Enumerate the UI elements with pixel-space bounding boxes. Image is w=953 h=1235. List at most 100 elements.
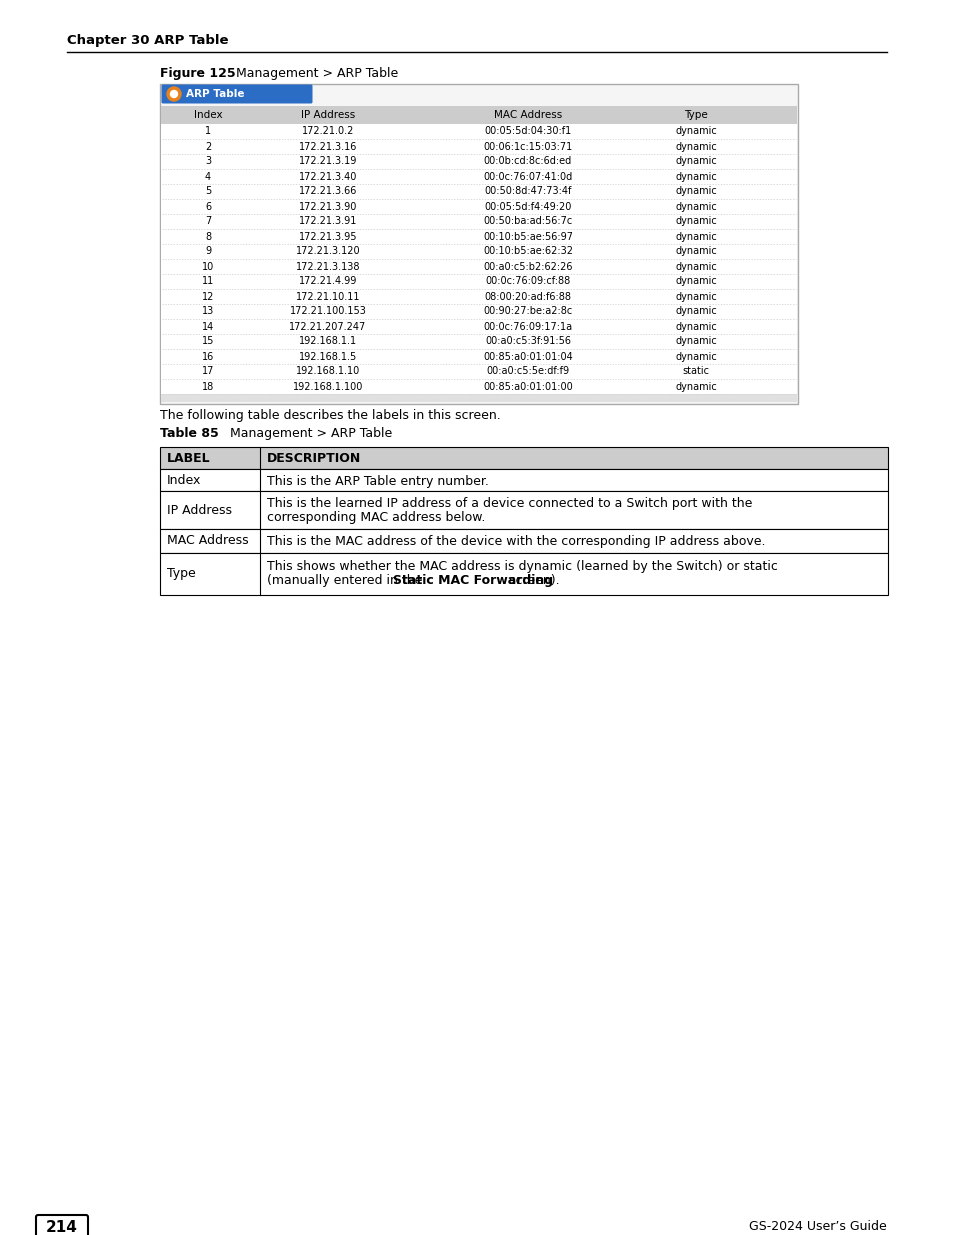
Text: Table 85: Table 85 [160, 427, 218, 440]
Text: 00:05:5d:f4:49:20: 00:05:5d:f4:49:20 [484, 201, 571, 211]
Bar [161, 274, 796, 289]
Text: 14: 14 [202, 321, 213, 331]
Bar [161, 106, 796, 124]
Text: 10: 10 [202, 262, 213, 272]
Text: MAC Address: MAC Address [167, 535, 249, 547]
Text: This shows whether the MAC address is dynamic (learned by the Switch) or static: This shows whether the MAC address is dy… [267, 559, 777, 573]
Text: This is the MAC address of the device with the corresponding IP address above.: This is the MAC address of the device wi… [267, 535, 764, 548]
Bar [161, 364, 796, 379]
Text: 172.21.3.91: 172.21.3.91 [298, 216, 356, 226]
Text: 172.21.207.247: 172.21.207.247 [289, 321, 366, 331]
Bar [161, 289, 796, 304]
Text: Management > ARP Table: Management > ARP Table [224, 67, 397, 80]
Text: 7: 7 [205, 216, 211, 226]
Text: 00:05:5d:04:30:f1: 00:05:5d:04:30:f1 [484, 126, 571, 137]
Bar [161, 184, 796, 199]
Text: 00:a0:c5:5e:df:f9: 00:a0:c5:5e:df:f9 [486, 367, 569, 377]
Text: 1: 1 [205, 126, 211, 137]
Text: 6: 6 [205, 201, 211, 211]
Text: static: static [681, 367, 709, 377]
Text: 08:00:20:ad:f6:88: 08:00:20:ad:f6:88 [484, 291, 571, 301]
Text: 00:10:b5:ae:62:32: 00:10:b5:ae:62:32 [482, 247, 573, 257]
Bar [161, 394, 796, 403]
Bar [161, 379, 796, 394]
Bar [161, 154, 796, 169]
Text: IP Address: IP Address [300, 110, 355, 120]
Text: 172.21.0.2: 172.21.0.2 [301, 126, 354, 137]
Text: 192.168.1.10: 192.168.1.10 [295, 367, 359, 377]
Text: 18: 18 [202, 382, 213, 391]
Text: 172.21.3.40: 172.21.3.40 [298, 172, 356, 182]
Text: Index: Index [193, 110, 222, 120]
Text: 172.21.3.120: 172.21.3.120 [295, 247, 360, 257]
Text: 00:50:ba:ad:56:7c: 00:50:ba:ad:56:7c [483, 216, 572, 226]
Text: dynamic: dynamic [675, 336, 716, 347]
Bar [161, 350, 796, 364]
Text: dynamic: dynamic [675, 142, 716, 152]
Text: 172.21.10.11: 172.21.10.11 [295, 291, 360, 301]
Bar [161, 245, 796, 259]
Bar [160, 529, 887, 553]
Text: This is the ARP Table entry number.: This is the ARP Table entry number. [267, 475, 488, 488]
Text: dynamic: dynamic [675, 382, 716, 391]
Bar [160, 469, 887, 492]
Text: 00:06:1c:15:03:71: 00:06:1c:15:03:71 [483, 142, 572, 152]
Text: dynamic: dynamic [675, 157, 716, 167]
Text: 17: 17 [202, 367, 214, 377]
Text: ARP Table: ARP Table [186, 89, 244, 99]
Text: 00:0c:76:07:41:0d: 00:0c:76:07:41:0d [483, 172, 572, 182]
Text: 00:90:27:be:a2:8c: 00:90:27:be:a2:8c [483, 306, 572, 316]
Text: 172.21.3.138: 172.21.3.138 [295, 262, 360, 272]
Text: This is the learned IP address of a device connected to a Switch port with the: This is the learned IP address of a devi… [267, 496, 752, 510]
Text: Figure 125: Figure 125 [160, 67, 235, 80]
Text: dynamic: dynamic [675, 216, 716, 226]
Text: 00:10:b5:ae:56:97: 00:10:b5:ae:56:97 [482, 231, 573, 242]
Text: 00:85:a0:01:01:00: 00:85:a0:01:01:00 [482, 382, 572, 391]
Text: 172.21.3.95: 172.21.3.95 [298, 231, 356, 242]
Text: 00:0c:76:09:17:1a: 00:0c:76:09:17:1a [483, 321, 572, 331]
Text: 172.21.3.16: 172.21.3.16 [298, 142, 356, 152]
Bar [161, 304, 796, 319]
Text: The following table describes the labels in this screen.: The following table describes the labels… [160, 409, 500, 422]
Text: 172.21.100.153: 172.21.100.153 [290, 306, 366, 316]
Text: dynamic: dynamic [675, 247, 716, 257]
Text: 00:0b:cd:8c:6d:ed: 00:0b:cd:8c:6d:ed [483, 157, 572, 167]
Text: GS-2024 User’s Guide: GS-2024 User’s Guide [748, 1220, 886, 1234]
Text: 172.21.3.90: 172.21.3.90 [298, 201, 356, 211]
Text: dynamic: dynamic [675, 186, 716, 196]
Text: (manually entered in the: (manually entered in the [267, 574, 426, 587]
Text: dynamic: dynamic [675, 172, 716, 182]
Text: 4: 4 [205, 172, 211, 182]
Bar [161, 169, 796, 184]
Text: dynamic: dynamic [675, 321, 716, 331]
Text: dynamic: dynamic [675, 201, 716, 211]
Text: dynamic: dynamic [675, 262, 716, 272]
Text: 15: 15 [202, 336, 214, 347]
Text: 9: 9 [205, 247, 211, 257]
Text: 11: 11 [202, 277, 213, 287]
Text: Type: Type [167, 568, 195, 580]
Bar [161, 124, 796, 140]
Bar [161, 259, 796, 274]
FancyBboxPatch shape [36, 1215, 88, 1235]
Text: 00:0c:76:09:cf:88: 00:0c:76:09:cf:88 [485, 277, 570, 287]
Bar [161, 140, 796, 154]
Text: IP Address: IP Address [167, 504, 232, 516]
Text: 00:50:8d:47:73:4f: 00:50:8d:47:73:4f [484, 186, 571, 196]
Text: 214: 214 [46, 1219, 78, 1235]
Text: dynamic: dynamic [675, 277, 716, 287]
FancyBboxPatch shape [161, 84, 313, 104]
Bar [161, 319, 796, 333]
Bar [160, 447, 887, 469]
Text: 172.21.3.66: 172.21.3.66 [298, 186, 356, 196]
Text: Type: Type [683, 110, 707, 120]
Text: Static MAC Forwarding: Static MAC Forwarding [393, 574, 553, 587]
Text: corresponding MAC address below.: corresponding MAC address below. [267, 511, 485, 524]
Bar [160, 553, 887, 595]
Text: 00:a0:c5:b2:62:26: 00:a0:c5:b2:62:26 [483, 262, 572, 272]
Text: 3: 3 [205, 157, 211, 167]
Text: dynamic: dynamic [675, 352, 716, 362]
Text: 5: 5 [205, 186, 211, 196]
Circle shape [167, 86, 181, 101]
Circle shape [171, 90, 177, 98]
